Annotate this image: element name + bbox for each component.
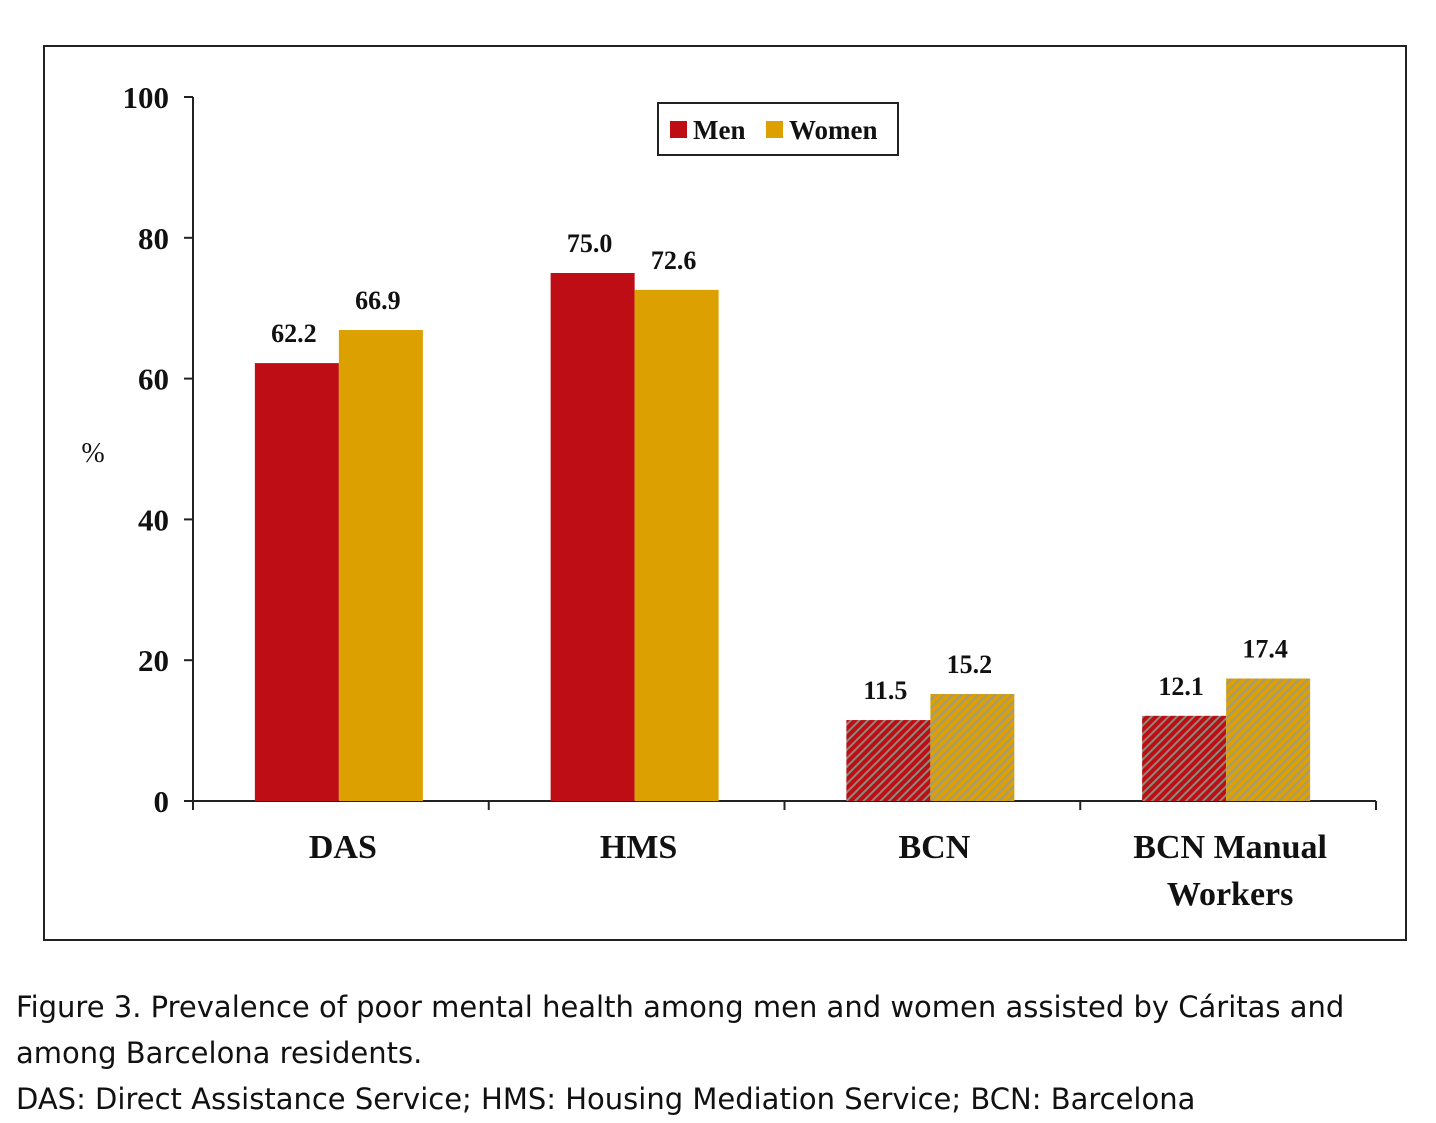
bar-men-2 [846, 720, 931, 801]
legend: Men Women [657, 102, 899, 156]
data-label: 62.2 [271, 319, 317, 348]
figure-caption-title-continued: among Barcelona residents. [16, 1036, 423, 1070]
data-label: 12.1 [1158, 672, 1204, 701]
data-label: 75.0 [567, 229, 613, 258]
x-category-label: BCN [898, 829, 970, 866]
bar-women-3 [1226, 678, 1311, 801]
bar-men-1 [550, 273, 635, 801]
data-label: 15.2 [947, 650, 993, 679]
legend-label-men: Men [693, 115, 745, 145]
chart-frame [43, 45, 1407, 941]
x-category-label: HMS [600, 829, 677, 866]
bar-men-3 [1142, 715, 1227, 801]
data-label: 72.6 [651, 246, 697, 275]
legend-swatch-women [766, 121, 783, 138]
x-category-label: DAS [309, 829, 377, 866]
y-tick-label: 20 [138, 643, 169, 678]
bar-men-0 [254, 363, 339, 801]
y-tick-label: 100 [123, 80, 170, 115]
y-tick-label: 40 [138, 502, 169, 537]
y-axis-label: % [81, 438, 104, 469]
figure-caption-title: Figure 3. Prevalence of poor mental heal… [16, 990, 1345, 1024]
bar-women-0 [338, 330, 423, 801]
bar-chart: 0 20 40 60 80 100% 62.2 66.9 DAS 75.0 72.6 HMS 11.5 1… [81, 80, 1377, 913]
legend-swatch-men [670, 121, 687, 138]
figure-caption-abbreviations: DAS: Direct Assistance Service; HMS: Hou… [16, 1082, 1196, 1116]
legend-label-women: Women [789, 115, 878, 145]
x-category-label: Workers [1167, 876, 1294, 913]
data-label: 66.9 [355, 286, 401, 315]
y-tick-label: 80 [138, 221, 169, 256]
data-label: 17.4 [1242, 635, 1288, 664]
x-category-label: BCN Manual [1133, 829, 1327, 866]
y-tick-label: 0 [154, 784, 170, 819]
data-label: 11.5 [863, 676, 907, 705]
y-tick-label: 60 [138, 362, 169, 397]
bar-women-1 [634, 289, 719, 801]
bar-women-2 [930, 693, 1015, 801]
